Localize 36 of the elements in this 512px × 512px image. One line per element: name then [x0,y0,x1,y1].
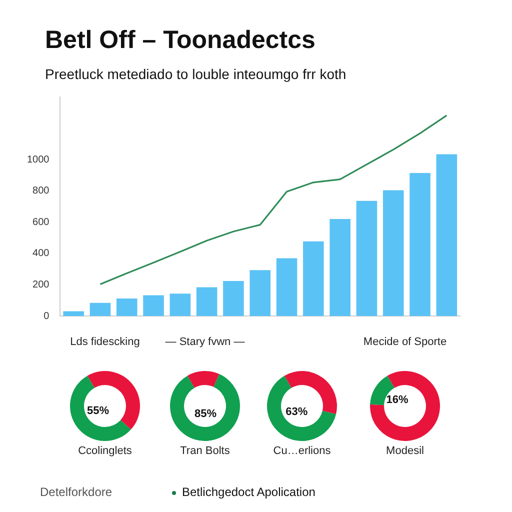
text: Detelforkdore [40,485,112,499]
bar [250,270,271,316]
data-label: 85% [193,408,218,420]
chart-subtitle: Preetluck metediado to louble inteoumgo frr koth [45,66,346,82]
bar [356,200,378,316]
bar [143,295,164,316]
bar [196,287,218,316]
chart-title: Betl Off – Toonadectcs [45,26,316,55]
text: Mecide of Sporte [362,336,448,348]
bar [170,294,191,316]
text: Lds fidescking [70,336,140,348]
y-tick-label: 400 [32,248,50,260]
text: Ccolinglets [77,445,133,457]
bar [90,302,111,316]
text: — Stary fvwn — [165,336,245,348]
text: Tran Bolts [179,445,231,457]
y-tick-label: 1000 [26,154,50,166]
y-tick-label: 0 [44,310,50,322]
bar [63,311,84,316]
bar [116,298,138,316]
y-tick-label: 200 [32,279,50,290]
bar [382,190,404,316]
data-label: 16% [385,394,410,406]
y-tick-label: 800 [32,186,50,197]
data-label: 63% [284,406,309,418]
bar [276,258,298,316]
text: Cu…erlions [272,445,332,457]
bar [436,154,458,316]
y-tick-label: 600 [32,216,50,228]
data-label: 55% [86,404,110,417]
bar [330,219,350,316]
text: Modesil [385,445,425,457]
bar [223,280,244,316]
text: Betlichgedoct Apolication [182,485,316,499]
bar [303,241,324,316]
bar [410,173,430,316]
